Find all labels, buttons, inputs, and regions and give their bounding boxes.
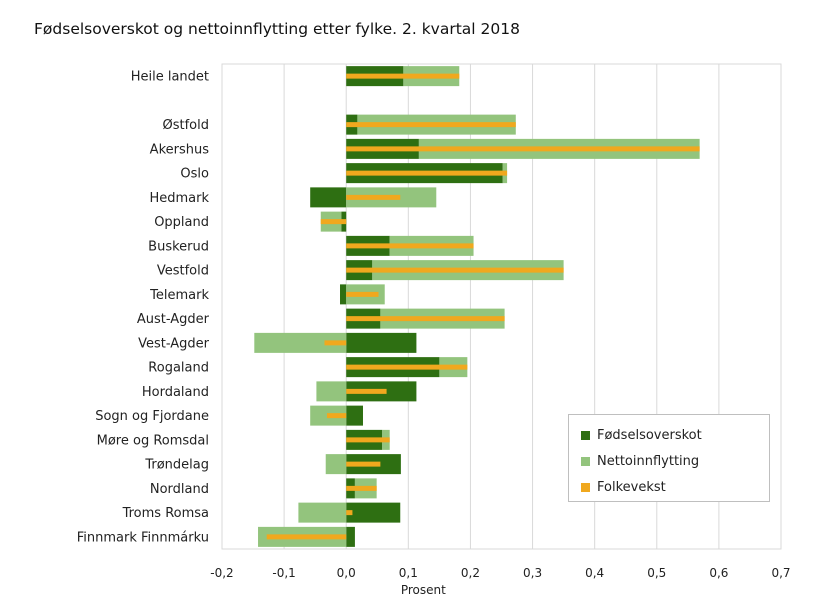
bar-folkevekst: [346, 73, 460, 79]
bar-nettoinnflytting: [316, 381, 347, 402]
bar-folkevekst: [346, 316, 505, 322]
legend: Fødselsoverskot Nettoinnflytting Folkeve…: [568, 414, 770, 502]
bar-folkevekst: [346, 122, 516, 128]
category-label: Østfold: [163, 118, 210, 133]
legend-label: Fødselsoverskot: [597, 427, 702, 443]
x-tick-label: -0,1: [272, 566, 295, 580]
legend-item-nettoinnflytting: Nettoinnflytting: [569, 448, 769, 474]
x-tick-label: 0,1: [399, 566, 418, 580]
bar-folkevekst: [346, 194, 401, 200]
category-label: Vest-Agder: [138, 336, 210, 351]
legend-label: Nettoinnflytting: [597, 453, 700, 469]
x-tick-label: 0,3: [523, 566, 542, 580]
legend-item-fodselsoverskot: Fødselsoverskot: [569, 422, 769, 448]
category-label: Troms Romsa: [122, 506, 209, 521]
category-label: Vestfold: [157, 264, 209, 279]
bar-nettoinnflytting: [254, 332, 347, 353]
bar-folkevekst: [346, 243, 474, 249]
bar-folkevekst: [346, 146, 700, 152]
x-axis-label: Prosent: [401, 583, 446, 597]
legend-swatch-fodselsoverskot: [581, 430, 590, 440]
bar-fodselsoverskot: [346, 526, 355, 547]
category-label: Nordland: [150, 482, 209, 497]
legend-item-folkevekst: Folkevekst: [569, 474, 769, 500]
bar-folkevekst: [346, 291, 379, 297]
bar-folkevekst: [320, 219, 347, 225]
category-label: Møre og Romsdal: [97, 433, 209, 448]
x-tick-label: -0,2: [210, 566, 233, 580]
bar-folkevekst: [346, 461, 381, 467]
bar-folkevekst: [326, 413, 347, 419]
x-tick-label: 0,0: [337, 566, 356, 580]
category-label: Hordaland: [142, 385, 209, 400]
x-tick-label: 0,5: [647, 566, 666, 580]
category-label: Rogaland: [148, 361, 209, 376]
category-label: Oppland: [154, 215, 209, 230]
bar-folkevekst: [346, 510, 353, 516]
category-label: Buskerud: [148, 239, 209, 254]
bar-folkevekst: [346, 485, 377, 491]
category-label: Finnmark Finnmárku: [77, 530, 209, 545]
category-label: Sogn og Fjordane: [95, 409, 209, 424]
category-label: Heile landet: [131, 70, 209, 85]
category-label: Oslo: [180, 167, 209, 182]
chart-title: Fødselsoverskot og nettoinnflytting ette…: [34, 20, 520, 38]
bar-folkevekst: [346, 170, 508, 176]
x-tick-label: 0,4: [585, 566, 604, 580]
bar-fodselsoverskot: [346, 405, 363, 426]
category-label: Akershus: [150, 142, 210, 157]
bar-folkevekst: [266, 534, 347, 540]
bar-fodselsoverskot: [310, 187, 347, 208]
legend-swatch-nettoinnflytting: [581, 456, 590, 466]
bar-folkevekst: [346, 267, 564, 273]
bar-folkevekst: [346, 364, 468, 370]
legend-label: Folkevekst: [597, 479, 666, 495]
bar-folkevekst: [346, 437, 390, 443]
bar-folkevekst: [324, 340, 347, 346]
x-tick-label: 0,7: [771, 566, 790, 580]
x-tick-label: 0,6: [709, 566, 728, 580]
category-label: Hedmark: [149, 191, 209, 206]
bar-fodselsoverskot: [346, 332, 417, 353]
bar-folkevekst: [346, 388, 387, 394]
bar-fodselsoverskot: [346, 502, 401, 523]
category-label: Trøndelag: [144, 458, 209, 473]
x-tick-label: 0,2: [461, 566, 480, 580]
bar-fodselsoverskot: [340, 284, 347, 305]
bar-nettoinnflytting: [298, 502, 347, 523]
category-label: Aust-Agder: [137, 312, 210, 327]
legend-swatch-folkevekst: [581, 482, 590, 492]
bar-nettoinnflytting: [325, 454, 347, 475]
category-label: Telemark: [149, 288, 209, 303]
